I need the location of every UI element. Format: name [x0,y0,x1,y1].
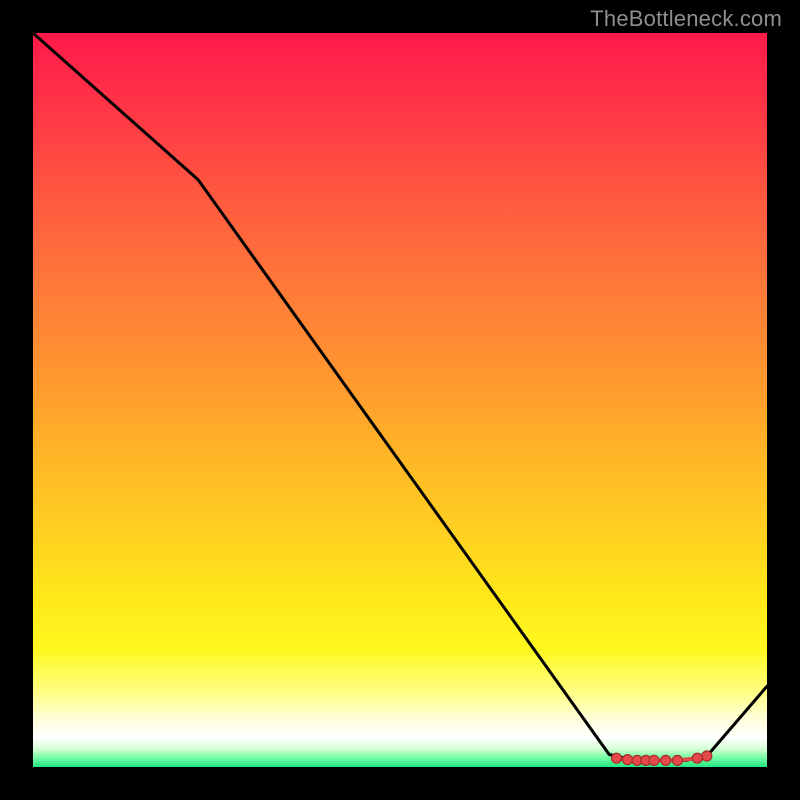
plot-area [33,33,767,767]
chart-line [33,33,767,760]
chart-markers [612,751,712,765]
chart-overlay-svg [33,33,767,767]
watermark-text: TheBottleneck.com [590,6,782,32]
